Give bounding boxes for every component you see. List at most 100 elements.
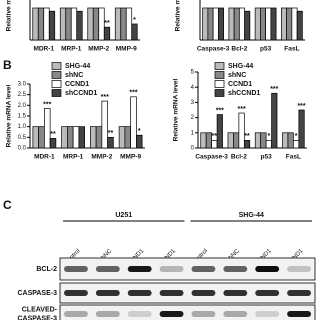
x-tick-label: FasL	[284, 46, 299, 53]
x-tick-label: MRP-1	[61, 46, 82, 53]
significance: **	[108, 130, 114, 137]
bar	[48, 10, 56, 41]
bar	[243, 140, 251, 149]
x-tick-label: Bcl-2	[231, 154, 247, 161]
group-label: U251	[115, 212, 132, 219]
y-axis-label: Relative mRNA level	[175, 0, 182, 31]
bar	[130, 96, 137, 149]
bar	[291, 7, 298, 41]
bar	[233, 132, 240, 149]
x-tick-label: MMP-2	[88, 46, 109, 53]
row-label: CLEAVED-	[22, 306, 58, 313]
x-tick-label: p53	[261, 154, 273, 161]
y-tick-label: 1.0	[18, 124, 27, 130]
bar	[218, 7, 224, 41]
legend-label: shCCND1	[65, 90, 97, 97]
bar	[49, 138, 57, 149]
bar	[281, 7, 287, 41]
legend-swatch	[214, 89, 225, 97]
blot-band	[64, 290, 88, 296]
bar	[244, 10, 251, 41]
y-tick-label: 1.5	[18, 114, 27, 120]
blot-band	[223, 311, 248, 317]
legend-label: shNC	[228, 72, 246, 79]
legend-swatch	[214, 80, 225, 88]
blot-band	[223, 266, 248, 272]
bar	[298, 109, 305, 149]
bar	[38, 126, 45, 149]
significance: ***	[238, 106, 246, 113]
blot-band	[255, 266, 280, 272]
significance: *	[267, 133, 270, 140]
bar	[37, 7, 45, 41]
legend-label: SHG-44	[228, 63, 253, 70]
significance: ***	[129, 90, 137, 97]
y-tick-label: 0	[191, 146, 195, 152]
y-tick-label: 2.0	[18, 103, 27, 109]
bar	[124, 126, 131, 149]
legend-label: shNC	[65, 72, 83, 79]
bar	[238, 112, 245, 149]
y-tick-label: 2.5	[18, 92, 27, 98]
blot-band	[191, 311, 216, 317]
legend-swatch	[51, 89, 62, 97]
blot-frame	[59, 304, 316, 320]
bar	[271, 92, 278, 149]
y-tick-label: 4	[191, 85, 195, 91]
legend-label: shCCND1	[228, 90, 260, 97]
bar	[67, 126, 74, 149]
bar	[260, 7, 266, 41]
blot-frame	[59, 282, 316, 304]
bar	[103, 26, 111, 41]
bar	[107, 136, 114, 149]
row-label: CASPASE-3	[17, 290, 57, 297]
bar	[61, 126, 68, 149]
bar	[32, 126, 39, 149]
x-tick-label: MMP-9	[120, 154, 141, 161]
bar	[43, 7, 50, 41]
significance: ***	[43, 101, 51, 108]
blot-band	[64, 311, 88, 317]
bar	[136, 134, 143, 149]
bar	[120, 7, 127, 41]
bar	[287, 132, 294, 149]
blot-band	[159, 266, 184, 272]
bar	[114, 7, 122, 41]
bar	[202, 7, 209, 41]
bar	[260, 132, 267, 149]
blot-band	[255, 290, 280, 296]
row-label: CASPASE-3	[17, 315, 57, 320]
y-tick-label: 0.0	[18, 146, 27, 152]
blot-band	[159, 311, 184, 317]
bar	[78, 126, 85, 149]
bar	[293, 140, 300, 149]
legend-label: CCND1	[65, 81, 89, 88]
significance: **	[244, 133, 250, 140]
legend-swatch	[51, 80, 62, 88]
bar	[72, 126, 80, 149]
blot-band	[159, 290, 184, 296]
legend-swatch	[214, 71, 225, 79]
bar	[228, 7, 235, 41]
blot-frame	[59, 257, 316, 281]
legend-swatch	[51, 62, 62, 70]
blot-band	[64, 266, 88, 272]
bar	[200, 132, 207, 149]
bar	[90, 126, 97, 149]
bar	[98, 7, 105, 41]
significance: ***	[297, 103, 305, 110]
y-tick-label: 5	[191, 70, 195, 76]
group-label: SHG-44	[239, 212, 264, 219]
legend-label: CCND1	[228, 81, 252, 88]
x-tick-label: FasL	[286, 154, 301, 161]
blot-band	[127, 266, 152, 272]
blot-band	[287, 266, 311, 272]
x-tick-label: p53	[260, 46, 272, 53]
significance: **	[50, 131, 56, 138]
bar	[265, 140, 272, 149]
bar	[92, 7, 100, 41]
bar	[282, 132, 289, 149]
bar	[87, 7, 94, 41]
x-tick-label: MDR-1	[34, 154, 55, 161]
y-axis-label: Relative mRNA level	[173, 78, 180, 141]
